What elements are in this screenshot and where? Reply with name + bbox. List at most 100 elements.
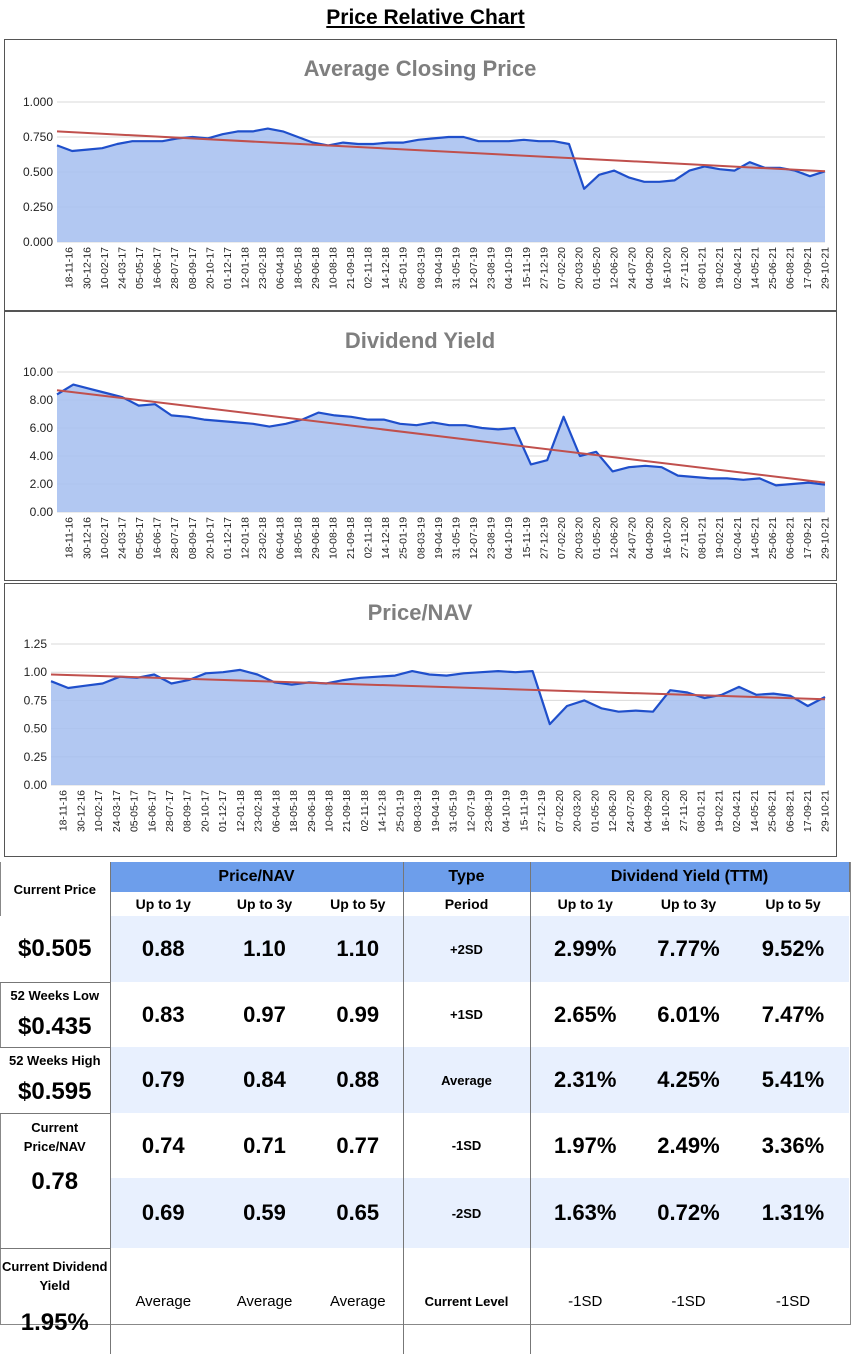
nav-cell: 1.10	[243, 936, 286, 961]
y-tick-label: 0.500	[23, 165, 53, 179]
x-tick-label: 05-05-17	[134, 517, 146, 559]
x-tick-label: 29-10-21	[820, 517, 832, 559]
x-tick-label: 28-07-17	[164, 790, 176, 832]
yield-cell: 6.01%	[657, 1001, 720, 1027]
x-tick-label: 08-09-17	[187, 247, 199, 289]
price-nav-svg: Price/NAV 0.00 0.25 0.50 0.75 1.00 1.25 18-11-1…	[24, 600, 832, 832]
x-tick-label: 19-04-19	[433, 517, 445, 559]
x-tick-label: 20-03-20	[572, 790, 584, 832]
current-yield-label: Current Dividend Yield	[2, 1258, 108, 1293]
x-tick-label: 18-05-18	[292, 517, 304, 559]
current-yield-value: 1.95%	[20, 1308, 89, 1336]
nav-cell: 0.88	[336, 1067, 380, 1092]
period-label: Period	[402, 892, 531, 916]
x-tick-label: 01-12-17	[222, 517, 234, 559]
current-nav-label: Current Price/NAV	[23, 1119, 86, 1154]
x-tick-label: 07-02-20	[556, 247, 568, 289]
nav-cell: 0.77	[336, 1132, 380, 1158]
x-tick-label: 19-04-19	[430, 790, 442, 832]
series-area	[57, 128, 825, 242]
x-tick-label: 15-11-19	[518, 790, 530, 831]
series-line	[56, 383, 826, 487]
price-nav-header: Price/NAV	[109, 862, 403, 892]
x-tick-label: 25-06-21	[767, 517, 779, 559]
x-tick-label: 29-06-18	[310, 517, 322, 559]
x-tick-label: 08-09-17	[182, 790, 194, 832]
yield-cell: 2.31%	[554, 1067, 617, 1092]
x-tick-label: 06-04-18	[275, 247, 287, 289]
x-tick-label: 24-07-20	[625, 790, 637, 832]
x-tick-label: 27-12-19	[538, 517, 550, 559]
x-tick-label: 31-05-19	[450, 517, 462, 559]
dividend-yield-chart: Dividend Yield 0.00 2.00 4.00 6.00 8.00 10.00 1…	[4, 311, 837, 581]
x-tick-label: 25-01-19	[398, 247, 410, 289]
x-tick-label: 31-05-19	[450, 247, 462, 289]
x-tick-label: 24-07-20	[626, 517, 638, 559]
x-tick-label: 31-05-19	[448, 790, 460, 832]
x-tick-label: 24-03-17	[111, 790, 123, 832]
yield-cell: 7.77%	[657, 936, 720, 961]
series-area	[57, 384, 825, 512]
current-price-label: Current Price	[13, 881, 96, 897]
yield-col-1y: Up to 1y	[557, 896, 613, 912]
x-tick-label: 01-05-20	[591, 247, 603, 289]
y-tick-label: 0.25	[24, 750, 48, 764]
x-tick-label: 17-09-21	[802, 790, 814, 832]
yield-col-5y: Up to 5y	[765, 896, 821, 912]
x-tick-label: 19-02-21	[714, 247, 726, 289]
x-tick-label: 28-07-17	[169, 247, 181, 289]
yield-cell: 1.97%	[554, 1132, 617, 1158]
low-52w-label: 52 Weeks Low	[10, 987, 100, 1003]
x-tick-label: 08-01-21	[697, 517, 709, 559]
x-tick-label: 23-02-18	[257, 517, 269, 559]
x-tick-label: 30-12-16	[75, 790, 87, 832]
x-tick-label: 25-06-21	[766, 790, 778, 832]
type-cell: Average	[402, 1047, 531, 1113]
nav-col-1y: Up to 1y	[109, 892, 216, 916]
x-tick-label: 23-08-19	[486, 517, 498, 559]
x-tick-label: 14-12-18	[377, 790, 389, 832]
y-tick-label: 8.00	[30, 393, 54, 407]
nav-cell: 0.69	[109, 1178, 216, 1248]
x-tick-label: 23-02-18	[257, 247, 269, 289]
x-tick-label: 24-03-17	[116, 247, 128, 289]
x-tick-label: 30-12-16	[81, 517, 93, 559]
x-tick-label: 08-09-17	[187, 517, 199, 559]
y-tick-label: 0.50	[24, 722, 48, 736]
nav-cell: 0.88	[109, 916, 216, 982]
table-row: 52 Weeks Low $0.435 0.83 0.97 0.99 +1SD …	[0, 981, 849, 1047]
x-tick-label: 04-09-20	[644, 517, 656, 559]
x-tick-label: 19-02-21	[713, 790, 725, 832]
type-cell: +1SD	[402, 982, 531, 1047]
x-tick-label: 12-07-19	[468, 517, 480, 559]
y-tick-label: 6.00	[30, 421, 54, 435]
x-tick-label: 19-04-19	[433, 247, 445, 289]
yield-cell: 1.31%	[761, 1200, 825, 1225]
y-tick-label: 0.00	[30, 505, 54, 519]
x-tick-label: 08-03-19	[415, 517, 427, 559]
x-tick-label: 02-11-18	[363, 247, 375, 288]
x-tick-label: 16-06-17	[152, 247, 164, 289]
level-cell: Average	[329, 1292, 386, 1310]
table-row: Current Dividend Yield 1.95% Average Ave…	[0, 1247, 849, 1354]
level-cell: Average	[236, 1292, 293, 1310]
nav-cell: 0.84	[243, 1067, 286, 1092]
x-tick-label: 30-12-16	[81, 247, 93, 289]
x-tick-label: 04-10-19	[503, 247, 515, 289]
high-52w-cell: 52 Weeks High $0.595	[0, 1046, 110, 1113]
x-tick-label: 04-09-20	[644, 247, 656, 289]
x-tick-label: 29-06-18	[306, 790, 318, 832]
average-closing-price-svg: Average Closing Price 0.000 0.250 0.500 0.75…	[23, 56, 832, 289]
y-tick-label: 0.00	[24, 778, 48, 792]
y-tick-label: 1.000	[23, 95, 53, 109]
x-tick-label: 16-06-17	[152, 517, 164, 559]
x-tick-label: 25-06-21	[767, 247, 779, 289]
yield-cell: 1.63%	[554, 1200, 617, 1225]
x-tick-label: 06-04-18	[275, 517, 287, 559]
x-tick-label: 08-03-19	[415, 247, 427, 289]
x-tick-label: 25-01-19	[394, 790, 406, 832]
yield-cell: 0.72%	[657, 1200, 720, 1225]
x-tick-label: 25-01-19	[398, 517, 410, 559]
x-tick-label: 18-05-18	[288, 790, 300, 832]
x-tick-label: 14-12-18	[380, 517, 392, 559]
